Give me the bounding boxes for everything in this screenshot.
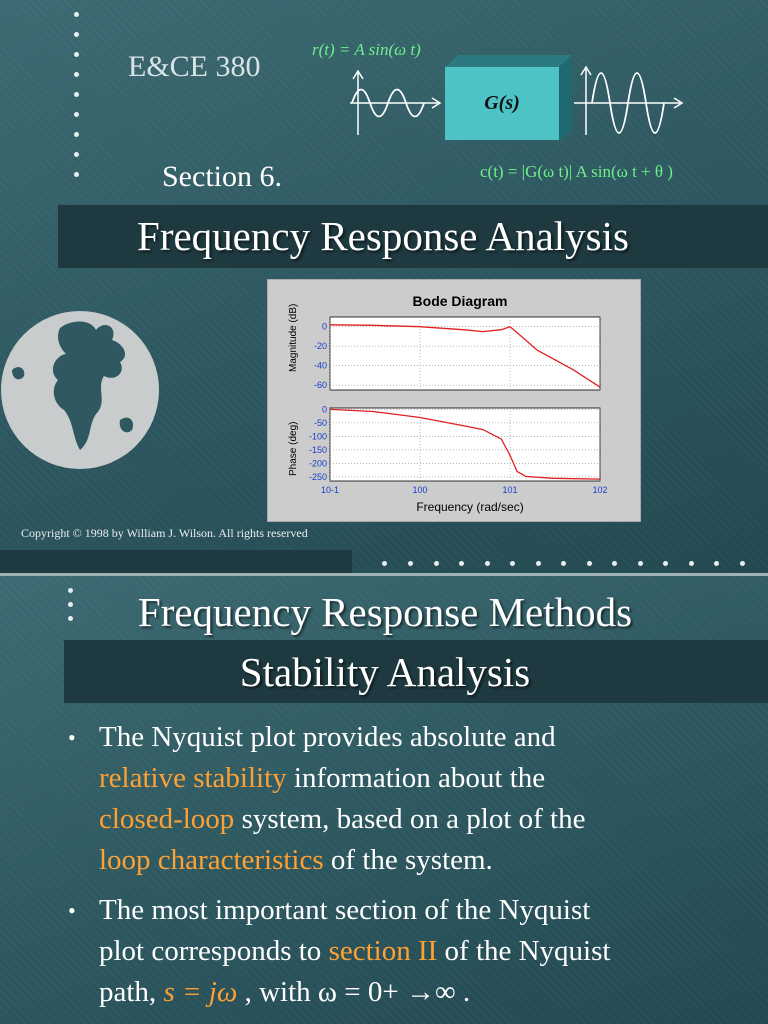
bullet2-text-5: , with: [244, 976, 311, 1008]
bode-ytick-label: 0: [322, 322, 327, 332]
bode-xlabel: Frequency (rad/sec): [416, 500, 523, 514]
bode-xtick-label: 102: [592, 485, 607, 495]
section-label: Section 6.: [162, 160, 282, 193]
slide-1: E&CE 380 Section 6. r(t) = A sin(ω t) G(…: [0, 0, 768, 573]
bode-axes-phase: [329, 407, 601, 482]
title-bar: [58, 205, 768, 268]
bode-ytick-label: -60: [314, 380, 327, 390]
slide2-title-line1: Frequency Response Methods: [137, 589, 633, 635]
bode-curve-magnitude: [329, 324, 601, 388]
bullet1-text-3: system, based on a plot of the: [241, 803, 586, 835]
omega-range-expression: ω = 0+ →∞ .: [317, 976, 471, 1008]
highlight-section-ii: section II: [328, 935, 438, 967]
bode-ytick-label: -50: [314, 418, 327, 428]
highlight-loop-characteristics: loop characteristics: [99, 844, 324, 876]
globe-icon: [1, 311, 159, 469]
bode-ytick-label: -250: [309, 472, 327, 482]
bode-ytick-label: -150: [309, 445, 327, 455]
bode-diagram-panel: Bode Diagram Magnitude (dB) Phase (deg) …: [267, 279, 641, 522]
system-block-diagram: [350, 55, 684, 140]
bode-axes-magnitude: [329, 316, 601, 391]
bullet2-text-4: path,: [99, 976, 157, 1008]
bullet2-text-3: of the Nyquist: [444, 935, 611, 967]
bode-curve-phase: [329, 408, 601, 480]
bode-ytick-label: -20: [314, 341, 327, 351]
bullet1-text-4: of the system.: [330, 844, 493, 876]
bullet1-text-1: The Nyquist plot provides absolute and: [99, 721, 556, 753]
slide-title: Frequency Response Analysis: [137, 213, 629, 259]
bullet-item-1: • The Nyquist plot provides absolute and…: [68, 717, 728, 881]
bode-ylabel-phase: Phase (deg): [288, 422, 299, 476]
bode-xtick-label: 101: [502, 485, 517, 495]
bullet-item-2: • The most important section of the Nyqu…: [68, 890, 728, 1013]
bode-title: Bode Diagram: [413, 293, 508, 309]
slide2-title-line2: Stability Analysis: [239, 649, 531, 695]
bullet-icon: •: [68, 898, 76, 923]
block-label: G(s): [484, 92, 520, 114]
bode-xtick-label: 10-1: [321, 485, 339, 495]
input-equation: r(t) = A sin(ω t): [312, 40, 421, 59]
bode-diagram-chart: Bode Diagram Magnitude (dB) Phase (deg) …: [288, 293, 608, 514]
title-bar-2: [64, 640, 768, 703]
bullet-icon: •: [68, 725, 76, 750]
highlight-relative-stability: relative stability: [99, 762, 287, 794]
bode-ytick-label: 0: [322, 404, 327, 414]
highlight-s-equals-jw: s = jω: [163, 976, 238, 1008]
copyright-notice: Copyright © 1998 by William J. Wilson. A…: [21, 526, 308, 540]
footer-bar: [0, 550, 352, 573]
bode-ylabel-magnitude: Magnitude (dB): [288, 304, 299, 372]
highlight-closed-loop: closed-loop: [99, 803, 235, 835]
course-code: E&CE 380: [128, 50, 261, 83]
bode-ytick-label: -40: [314, 361, 327, 371]
bode-xtick-label: 100: [412, 485, 427, 495]
bullet2-text-1: The most important section of the Nyquis…: [99, 894, 591, 926]
bullet1-text-2: information about the: [293, 762, 546, 794]
bode-ytick-label: -200: [309, 458, 327, 468]
slide-2: Frequency Response Methods Stability Ana…: [0, 576, 768, 1024]
bullet2-text-2: plot corresponds to: [99, 935, 322, 967]
output-equation: c(t) = |G(ω t)| A sin(ω t + θ ): [480, 162, 673, 181]
slide-separator: [0, 573, 768, 576]
bode-ytick-label: -100: [309, 431, 327, 441]
